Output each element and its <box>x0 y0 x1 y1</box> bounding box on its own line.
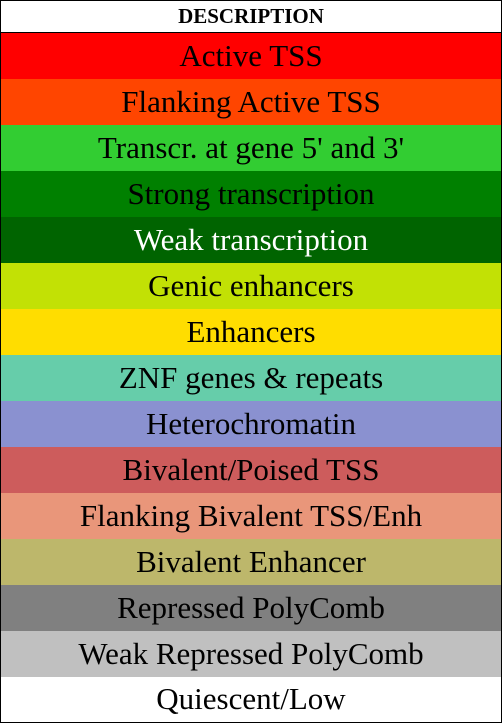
state-row-znf-genes-repeats: ZNF genes & repeats <box>1 355 501 401</box>
state-row-weak-repressed-polycomb: Weak Repressed PolyComb <box>1 631 501 677</box>
description-header: DESCRIPTION <box>1 1 501 33</box>
state-row-weak-transcription: Weak transcription <box>1 217 501 263</box>
state-row-transcr-gene-5-3: Transcr. at gene 5' and 3' <box>1 125 501 171</box>
state-row-flanking-bivalent-tss-enh: Flanking Bivalent TSS/Enh <box>1 493 501 539</box>
state-row-bivalent-poised-tss: Bivalent/Poised TSS <box>1 447 501 493</box>
state-row-enhancers: Enhancers <box>1 309 501 355</box>
state-row-heterochromatin: Heterochromatin <box>1 401 501 447</box>
state-row-bivalent-enhancer: Bivalent Enhancer <box>1 539 501 585</box>
state-row-active-tss: Active TSS <box>1 33 501 79</box>
state-row-strong-transcription: Strong transcription <box>1 171 501 217</box>
state-row-genic-enhancers: Genic enhancers <box>1 263 501 309</box>
state-row-flanking-active-tss: Flanking Active TSS <box>1 79 501 125</box>
state-row-quiescent-low: Quiescent/Low <box>1 677 501 720</box>
state-row-repressed-polycomb: Repressed PolyComb <box>1 585 501 631</box>
